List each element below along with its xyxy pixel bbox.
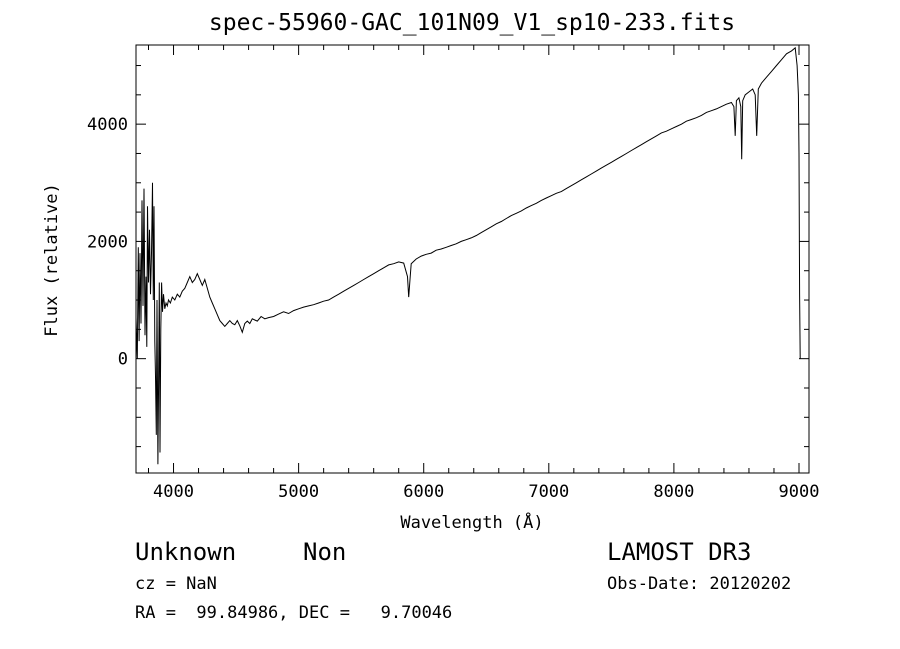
x-tick-label: 9000: [779, 482, 820, 502]
chart-title: spec-55960-GAC_101N09_V1_sp10-233.fits: [208, 10, 736, 36]
y-tick-label: 2000: [87, 232, 128, 252]
x-tick-label: 7000: [528, 482, 569, 502]
axis-ticks: [136, 45, 809, 473]
redshift-value: cz = NaN: [135, 574, 217, 594]
spectrum-line: [135, 46, 801, 465]
x-axis-label: Wavelength (Å): [400, 511, 543, 533]
x-tick-label: 6000: [403, 482, 444, 502]
coordinates-ra-dec: RA = 99.84986, DEC = 9.70046: [135, 603, 453, 623]
axis-tick-labels: 4000 5000 6000 7000 8000 9000 0 2000 4000: [87, 115, 819, 502]
x-tick-label: 4000: [153, 482, 194, 502]
x-tick-label: 8000: [653, 482, 694, 502]
y-tick-label: 0: [118, 350, 128, 370]
survey-name: LAMOST DR3: [607, 538, 752, 566]
x-tick-label: 5000: [278, 482, 319, 502]
object-class: Non: [303, 538, 347, 566]
observation-date: Obs-Date: 20120202: [607, 574, 792, 594]
object-name: Unknown: [135, 538, 237, 566]
y-axis-label: Flux (relative): [42, 183, 62, 337]
plot-frame: [135, 44, 810, 474]
y-tick-label: 4000: [87, 115, 128, 135]
